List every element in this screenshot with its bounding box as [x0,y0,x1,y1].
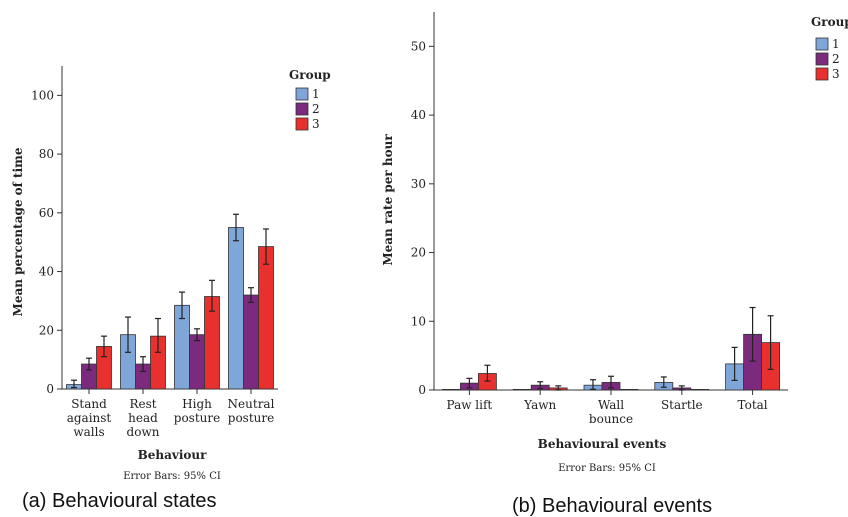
b-xtick-label-0: Paw lift [447,398,493,412]
a-xtick-label-2-line-1: posture [174,411,220,425]
a-xtick-label-1-line-2: down [127,425,160,439]
chart-a-legend-title: Group [289,68,331,82]
chart-a-legend: Group 123 [289,68,331,131]
a-ytick-label-0: 0 [46,382,54,396]
a-xtick-label-3-line-1: posture [228,411,274,425]
chart-b-xlabel: Behavioural events [538,437,667,451]
b-ytick-label-0: 0 [418,383,426,397]
b-legend-swatch-1 [815,37,829,51]
b-xtick-label-0-line-0: Paw lift [447,398,493,412]
b-legend-swatch-3 [815,67,829,81]
b-xtick-label-1-line-0: Yawn [523,398,556,412]
b-xtick-label-2: Wall bounce [589,398,633,426]
b-ytick-label-4: 40 [411,108,426,122]
chart-a-ticks: 0 20 40 60 80 100 Stand against walls Rest head dow… [31,88,275,439]
b-legend-label-3: 3 [832,67,840,81]
chart-b-legend: Group 123 [811,15,848,81]
a-xtick-label-1-line-1: head [128,411,158,425]
chart-a-ylabel: Mean percentage of time [11,147,25,316]
a-bar-s3-c3 [258,246,274,390]
a-xtick-label-3-line-0: Neutral [228,397,275,411]
a-xtick-label-1-line-0: Rest [129,397,156,411]
a-xtick-label-1: Rest head down [127,397,160,439]
b-bar-s3-c3 [690,388,710,391]
chart-behavioural-states: 0 20 40 60 80 100 Stand against walls Rest head dow… [11,66,331,482]
chart-b-bars [441,306,780,391]
b-legend-label-2: 2 [832,52,840,66]
b-legend-swatch-2 [815,52,829,66]
b-bar-s1-c0 [441,388,461,391]
a-xtick-label-3: Neutral posture [228,397,275,425]
a-bar-s2-c3 [243,294,259,390]
a-xtick-label-0-line-0: Stand [71,397,107,411]
chart-behavioural-events: 0 10 20 30 40 50 Paw lift Yawn Wall bounce Startle… [381,12,848,474]
a-legend-label-1: 1 [312,87,320,101]
b-bar-s3-c2 [619,388,639,391]
b-ytick-label-5: 50 [411,39,426,53]
a-xtick-label-0: Stand against walls [67,397,112,439]
a-ytick-label-2: 40 [39,265,54,279]
chart-b-axes [433,12,788,391]
chart-b-ticks: 0 10 20 30 40 50 Paw lift Yawn Wall bounce Startle… [411,39,768,426]
b-xtick-label-2-line-1: bounce [589,412,633,426]
caption-a: (a) Behavioural states [22,490,217,512]
b-ytick-label-1: 10 [411,314,426,328]
a-legend-label-3: 3 [312,117,320,131]
b-xtick-label-1: Yawn [523,398,556,412]
a-xtick-label-2-line-0: High [182,397,212,411]
b-xtick-label-3-line-0: Startle [661,398,703,412]
a-legend-swatch-3 [295,117,309,131]
a-bar-s1-c3 [228,227,244,390]
chart-a-xlabel: Behaviour [138,448,208,462]
b-xtick-label-4: Total [738,398,768,412]
b-ytick-label-3: 30 [411,177,426,191]
a-legend-swatch-2 [295,102,309,116]
chart-a-bars [66,213,274,390]
a-ytick-label-1: 20 [39,323,54,337]
a-ytick-label-3: 60 [39,206,54,220]
caption-b: (b) Behavioural events [512,495,712,517]
a-legend-swatch-1 [295,87,309,101]
b-ytick-label-2: 20 [411,246,426,260]
chart-b-ylabel: Mean rate per hour [381,134,395,266]
b-bar-s1-c1 [512,388,532,391]
a-xtick-label-0-line-1: against [67,411,112,425]
a-xtick-label-0-line-2: walls [73,425,104,439]
a-legend-label-2: 2 [312,102,320,116]
chart-b-legend-title: Group [811,15,848,29]
a-xtick-label-2: High posture [174,397,220,425]
chart-a-footnote: Error Bars: 95% CI [123,471,221,482]
a-bar-s2-c2 [189,334,205,390]
a-ytick-label-5: 100 [31,88,54,102]
a-ytick-label-4: 80 [39,147,54,161]
chart-b-footnote: Error Bars: 95% CI [558,463,656,474]
b-xtick-label-3: Startle [661,398,703,412]
b-xtick-label-4-line-0: Total [738,398,768,412]
b-xtick-label-2-line-0: Wall [598,398,624,412]
b-legend-label-1: 1 [832,37,840,51]
